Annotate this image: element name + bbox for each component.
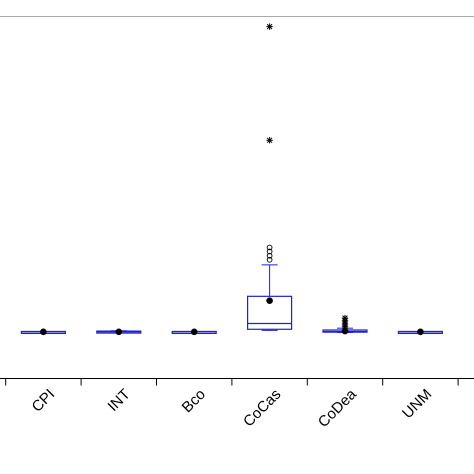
mean-marker xyxy=(417,328,424,336)
box-cocas xyxy=(247,23,293,331)
box-cpi xyxy=(20,328,66,336)
outlier-circle xyxy=(266,256,273,263)
x-tick-label: Bco xyxy=(179,386,209,416)
box-codea xyxy=(322,314,368,335)
x-tick-label: CPI xyxy=(29,386,59,416)
x-tick-label: CoCas xyxy=(240,386,284,430)
outlier-circle xyxy=(266,244,273,251)
x-tick-label: CoDea xyxy=(315,385,361,431)
x-tick-label: UNM xyxy=(399,386,435,422)
outlier-star xyxy=(341,314,349,322)
outlier-star xyxy=(266,137,273,144)
box-unm xyxy=(397,328,443,336)
mean-marker xyxy=(341,327,349,335)
boxes-layer xyxy=(20,23,443,336)
x-tick-label: INT xyxy=(105,386,134,415)
box-bco xyxy=(171,328,217,336)
outlier-circle xyxy=(266,248,273,255)
mean-marker xyxy=(266,297,273,304)
x-ticks xyxy=(5,378,459,386)
x-tick-labels: wCPIINTBcoCoCasCoDeaUNM xyxy=(29,385,436,431)
mean-marker xyxy=(40,328,47,336)
outlier-star xyxy=(266,23,273,30)
plot-area xyxy=(0,0,474,378)
outlier-circle xyxy=(266,252,273,259)
mean-marker xyxy=(190,328,198,336)
box-int xyxy=(96,328,142,336)
mean-marker xyxy=(115,328,123,336)
